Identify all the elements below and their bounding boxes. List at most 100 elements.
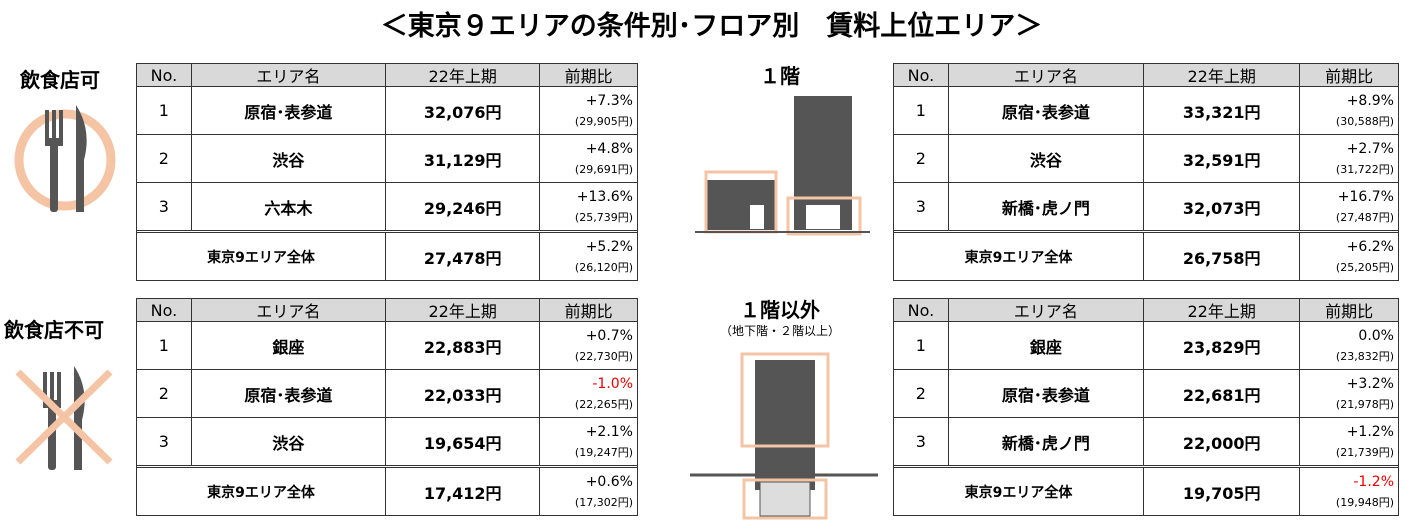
change: +1.2% [1346,423,1394,440]
change-cell: +5.2% (26,120円) [539,233,637,280]
previous-rent: (29,905円) [574,114,633,128]
change-cell: -1.2% (19,948円) [1299,468,1398,515]
column-header: 前期比 [539,299,637,321]
area: 原宿･表参道 [947,370,1143,417]
data-row: 3 六本木 29,246円 +13.6% (25,739円) [137,182,637,230]
change: +13.6% [576,188,633,205]
rent: 32,591円 [1143,135,1299,182]
column-header: エリア名 [947,64,1143,86]
previous-rent: (25,739円) [574,210,633,224]
change: +16.7% [1337,188,1394,205]
change: +8.9% [1346,92,1394,109]
rent: 29,246円 [385,183,539,230]
area: 渋谷 [190,135,385,182]
change-cell: +8.9% (30,588円) [1299,87,1398,134]
rank: 2 [915,149,926,168]
header-row: No. エリア名 22年上期 前期比 [137,299,637,321]
rent: 23,829円 [1143,322,1299,369]
previous-rent: (27,487円) [1335,210,1394,224]
data-row: 2 原宿･表参道 22,681円 +3.2% (21,978円) [894,369,1398,417]
column-header: エリア名 [190,299,385,321]
column-header: 前期比 [1299,64,1398,86]
rank: 1 [915,336,926,355]
area: 新橋･虎ノ門 [947,183,1143,230]
area: 渋谷 [190,418,385,465]
data-row: 2 渋谷 31,129円 +4.8% (29,691円) [137,134,637,182]
rent: 19,705円 [1143,468,1299,515]
change: +5.2% [585,238,633,255]
building-icon [695,96,870,236]
table: No. エリア名 22年上期 前期比 1 銀座 22,883円 +0.7% (22,730円) 2… [136,298,638,516]
change-cell: +4.8% (29,691円) [539,135,637,182]
data-row: 1 銀座 23,829円 0.0% (23,832円) [894,321,1398,369]
change-cell: +16.7% (27,487円) [1299,183,1398,230]
area: 銀座 [947,322,1143,369]
column-header: 22年上期 [385,64,539,86]
data-row: 1 銀座 22,883円 +0.7% (22,730円) [137,321,637,369]
section-label: １階 [760,64,800,88]
rent: 22,883円 [385,322,539,369]
rent: 22,033円 [385,370,539,417]
header-row: No. エリア名 22年上期 前期比 [894,299,1398,321]
column-header: 22年上期 [385,299,539,321]
table: No. エリア名 22年上期 前期比 1 原宿･表参道 32,076円 +7.3% (29,90… [136,63,638,281]
column-header: No. [150,65,178,85]
data-row: 2 原宿･表参道 22,033円 -1.0% (22,265円) [137,369,637,417]
rent: 32,076円 [385,87,539,134]
table: No. エリア名 22年上期 前期比 1 銀座 23,829円 0.0% (23,832円) 2 原… [893,298,1399,516]
area: 銀座 [190,322,385,369]
previous-rent: (30,588円) [1335,114,1394,128]
column-header: エリア名 [947,299,1143,321]
change-cell: +0.6% (17,302円) [539,468,637,515]
rent: 27,478円 [385,233,539,280]
no-restaurant-icon [15,366,113,470]
change: +0.6% [585,473,633,490]
column-header: 前期比 [1299,299,1398,321]
change-cell: +13.6% (25,739円) [539,183,637,230]
change-cell: -1.0% (22,265円) [539,370,637,417]
area: 原宿･表参道 [190,87,385,134]
rank: 1 [158,101,169,120]
area: 六本木 [190,183,385,230]
change: +4.8% [585,140,633,157]
rent: 17,412円 [385,468,539,515]
data-row: 3 新橋･虎ノ門 32,073円 +16.7% (27,487円) [894,182,1398,230]
rank: 2 [158,384,169,403]
data-row: 1 原宿･表参道 32,076円 +7.3% (29,905円) [137,86,637,134]
section-note: （地下階・２階以上） [719,324,840,338]
data-row: 2 渋谷 32,591円 +2.7% (31,722円) [894,134,1398,182]
previous-rent: (23,832円) [1335,349,1394,363]
area: 原宿･表参道 [190,370,385,417]
table: No. エリア名 22年上期 前期比 1 原宿･表参道 33,321円 +8.9% (30,58… [893,63,1399,281]
previous-rent: (31,722円) [1335,162,1394,176]
restaurant-icon [14,105,116,212]
area: 原宿･表参道 [947,87,1143,134]
rent: 32,073円 [1143,183,1299,230]
previous-rent: (29,691円) [574,162,633,176]
change-cell: +0.7% (22,730円) [539,322,637,369]
change: 0.0% [1358,327,1394,344]
section-label: 飲食店不可 [4,318,104,342]
building-floors-icon [690,352,878,520]
header-row: No. エリア名 22年上期 前期比 [137,64,637,86]
rank: 2 [915,384,926,403]
header-row: No. エリア名 22年上期 前期比 [894,64,1398,86]
section-label: １階以外 [740,298,820,322]
previous-rent: (21,978円) [1335,397,1394,411]
previous-rent: (22,265円) [574,397,633,411]
rent: 22,681円 [1143,370,1299,417]
data-row: 3 渋谷 19,654円 +2.1% (19,247円) [137,417,637,465]
rank: 3 [915,432,926,451]
change: +2.1% [585,423,633,440]
area: 渋谷 [947,135,1143,182]
previous-rent: (19,247円) [574,445,633,459]
rank: 2 [158,149,169,168]
previous-rent: (21,739円) [1335,445,1394,459]
change-cell: +3.2% (21,978円) [1299,370,1398,417]
change: +3.2% [1346,375,1394,392]
column-header: 22年上期 [1143,64,1299,86]
change-cell: +2.1% (19,247円) [539,418,637,465]
change-cell: +1.2% (21,739円) [1299,418,1398,465]
